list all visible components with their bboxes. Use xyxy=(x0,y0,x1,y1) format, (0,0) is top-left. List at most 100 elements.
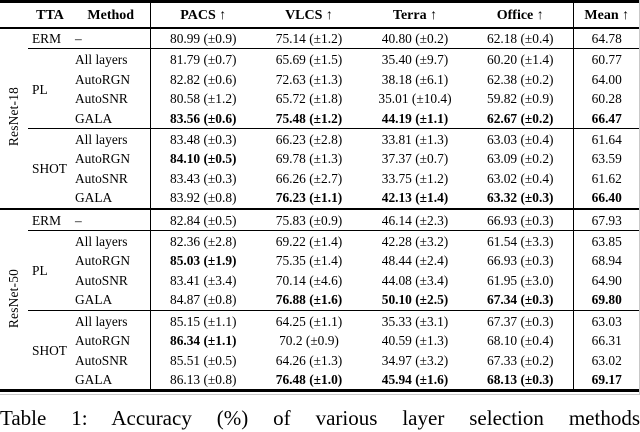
pacs-value: 86.34 (±1.1) xyxy=(170,333,237,349)
vlcs-value: 75.14 (±1.2) xyxy=(275,31,343,46)
office-value: 68.10 (±0.4) xyxy=(487,333,554,349)
backbone-label: ResNet-18 xyxy=(0,28,28,209)
pacs-value: 82.36 (±2.8) xyxy=(150,230,256,252)
pacs-value: 81.79 (±0.7) xyxy=(150,48,256,70)
vlcs-value: 75.48 (±1.2) xyxy=(275,110,343,126)
mean-value: 63.02 xyxy=(572,350,640,370)
vlcs-value: 70.2 (±0.9) xyxy=(279,333,339,349)
office-value: 63.32 (±0.3) xyxy=(487,190,554,206)
office-value: 66.93 (±0.3) xyxy=(468,207,573,231)
col-header-tta: TTA xyxy=(28,1,72,29)
office-value: 60.20 (±1.4) xyxy=(468,48,573,70)
terra-value: 42.13 (±1.4) xyxy=(381,190,449,206)
pacs-value: 80.58 (±1.2) xyxy=(170,91,237,107)
office-value: 62.18 (±0.4) xyxy=(487,31,554,46)
method-label: AutoSNR xyxy=(72,168,151,189)
method-label: All layers xyxy=(72,309,151,332)
mean-value: 61.64 xyxy=(572,128,640,150)
mean-value: 66.47 xyxy=(572,108,640,129)
vlcs-value: 64.25 (±1.1) xyxy=(256,309,362,332)
backbone-label-text: ResNet-18 xyxy=(6,86,22,146)
terra-value: 45.94 (±1.6) xyxy=(381,371,449,387)
col-header-mean: Mean ↑ xyxy=(572,1,640,29)
mean-value: 60.77 xyxy=(572,48,640,70)
office-value: 63.03 (±0.4) xyxy=(468,128,573,150)
office-value: 61.95 (±3.0) xyxy=(487,272,554,288)
col-header-pacs: PACS ↑ xyxy=(150,1,256,29)
table-row: AutoSNR 83.43 (±0.3) 66.26 (±2.7) 33.75 (±1… xyxy=(0,168,640,189)
office-value: 61.54 (±3.3) xyxy=(468,230,573,252)
terra-value: 34.97 (±3.2) xyxy=(381,352,449,368)
pacs-value: 80.99 (±0.9) xyxy=(170,31,237,46)
terra-value: 40.59 (±1.3) xyxy=(381,333,449,349)
tta-label: PL xyxy=(28,230,72,311)
terra-value: 33.75 (±1.2) xyxy=(381,170,449,186)
pacs-value: 84.10 (±0.5) xyxy=(170,151,237,167)
office-value: 67.33 (±0.2) xyxy=(487,352,554,368)
mean-value: 64.78 xyxy=(572,28,640,49)
terra-value: 40.80 (±0.2) xyxy=(381,31,449,46)
terra-value: 42.28 (±3.2) xyxy=(362,230,468,252)
tta-label: PL xyxy=(28,48,72,129)
tta-label: SHOT xyxy=(28,128,72,209)
pacs-value: 85.51 (±0.5) xyxy=(170,352,237,368)
table-row: GALA 83.56 (±0.6) 75.48 (±1.2) 44.19 (±1.1)… xyxy=(0,108,640,129)
mean-value: 68.94 xyxy=(572,251,640,271)
office-value: 62.67 (±0.2) xyxy=(487,110,554,126)
terra-value: 50.10 (±2.5) xyxy=(381,292,449,308)
vlcs-value: 65.69 (±1.5) xyxy=(256,48,362,70)
table-row: GALA 84.87 (±0.8) 76.88 (±1.6) 50.10 (±2.5)… xyxy=(0,290,640,311)
header-row: TTA Method PACS ↑ VLCS ↑ Terra ↑ Office ↑ Mean… xyxy=(0,1,640,29)
mean-value: 64.00 xyxy=(572,69,640,90)
office-value: 59.82 (±0.9) xyxy=(487,91,554,107)
table-caption: Table 1: Accuracy (%) of various layer s… xyxy=(0,406,640,430)
vlcs-value: 66.26 (±2.7) xyxy=(275,170,343,186)
terra-value: 35.40 (±9.7) xyxy=(362,48,468,70)
mean-value: 63.03 xyxy=(572,309,640,332)
table-row: AutoSNR 83.41 (±3.4) 70.14 (±4.6) 44.08 (±3… xyxy=(0,270,640,291)
method-label: GALA xyxy=(72,108,151,129)
method-label: AutoSNR xyxy=(72,89,151,109)
method-label: All layers xyxy=(72,230,151,252)
office-value: 63.02 (±0.4) xyxy=(487,170,554,186)
method-label: AutoSNR xyxy=(72,350,151,370)
table-row: ResNet-50 ERM –82.84 (±0.5) 75.83 (±0.9) 46.… xyxy=(0,207,640,391)
method-label: AutoSNR xyxy=(72,270,151,291)
pacs-value: 82.82 (±0.6) xyxy=(170,71,237,87)
terra-value: 44.08 (±3.4) xyxy=(381,272,449,288)
table-row: AutoRGN 84.10 (±0.5) 69.78 (±1.3) 37.37 (±0… xyxy=(0,149,640,169)
vlcs-value: 76.88 (±1.6) xyxy=(275,292,343,308)
mean-value: 66.40 xyxy=(572,188,640,209)
terra-value: 35.33 (±3.1) xyxy=(362,309,468,332)
vlcs-value: 69.22 (±1.4) xyxy=(256,230,362,252)
table-row: PL All layers 81.79 (±0.7) 65.69 (±1.5) 35.4… xyxy=(0,48,640,129)
vlcs-value: 64.26 (±1.3) xyxy=(275,352,343,368)
mean-value: 66.31 xyxy=(572,331,640,351)
vlcs-value: 66.23 (±2.8) xyxy=(256,128,362,150)
col-header-office: Office ↑ xyxy=(468,1,573,29)
method-label: GALA xyxy=(72,290,151,311)
vlcs-value: 65.72 (±1.8) xyxy=(275,91,343,107)
tta-label: ERM xyxy=(32,31,62,46)
terra-value: 38.18 (±6.1) xyxy=(381,71,449,87)
table-row: GALA 86.13 (±0.8) 76.48 (±1.0) 45.94 (±1.6)… xyxy=(0,369,640,391)
office-value: 62.38 (±0.2) xyxy=(487,71,554,87)
terra-value: 37.37 (±0.7) xyxy=(381,151,449,167)
table-row: SHOT All layers 83.48 (±0.3) 66.23 (±2.8) 33… xyxy=(0,128,640,209)
pacs-value: 83.92 (±0.8) xyxy=(170,190,237,206)
vlcs-value: 72.63 (±1.3) xyxy=(275,71,343,87)
vlcs-value: 69.78 (±1.3) xyxy=(275,151,343,167)
table-body: ResNet-18 ERM –80.99 (±0.9) 75.14 (±1.2) 40.… xyxy=(0,28,640,391)
pacs-value: 86.13 (±0.8) xyxy=(170,371,237,387)
col-header-terra: Terra ↑ xyxy=(362,1,468,29)
vlcs-value: 75.83 (±0.9) xyxy=(256,207,362,231)
pacs-value: 83.41 (±3.4) xyxy=(170,272,237,288)
table-row: PL All layers 82.36 (±2.8) 69.22 (±1.4) 42.2… xyxy=(0,230,640,311)
pacs-value: 83.56 (±0.6) xyxy=(170,110,237,126)
method-label: All layers xyxy=(72,128,151,150)
mean-value: 63.59 xyxy=(572,149,640,169)
terra-value: 35.01 (±10.4) xyxy=(378,91,452,107)
pacs-value: 82.84 (±0.5) xyxy=(150,207,256,231)
office-value: 63.09 (±0.2) xyxy=(487,151,554,167)
